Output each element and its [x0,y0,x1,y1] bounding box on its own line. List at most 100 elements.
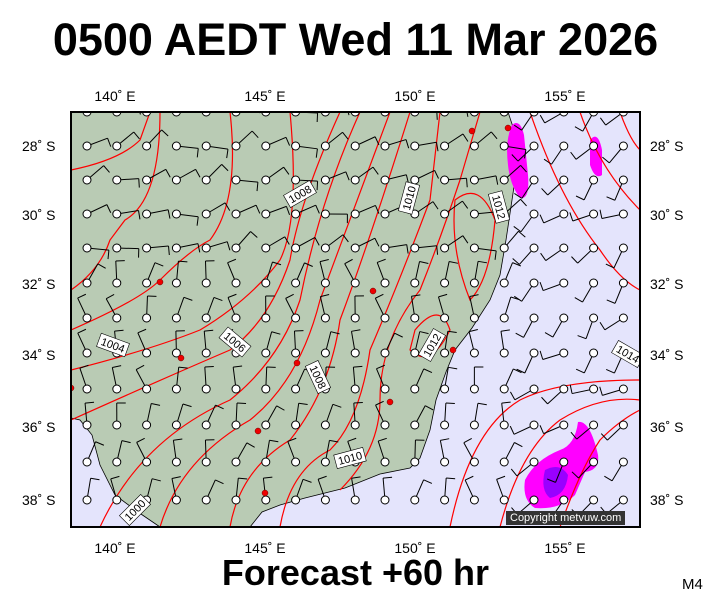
wind-barb [171,260,188,288]
wind-barb [231,442,255,467]
wind-barb [111,365,122,394]
wind-barb [499,401,511,430]
lat-tick-left: 30˚ S [22,207,56,223]
lon-tick-top: 145˚ E [244,88,286,104]
wind-barb [261,166,290,185]
wind-barb [539,420,569,435]
wind-barb [499,230,526,253]
wind-barb [291,478,312,505]
wind-barb [320,403,342,430]
wind-barb [171,243,201,253]
wind-barb [291,237,320,253]
wind-barb [350,295,364,323]
wind-barb [82,441,105,467]
wind-barb [231,231,258,253]
wind-barb [171,330,185,358]
wind-barb [541,384,569,405]
lon-tick-bottom: 150˚ E [394,540,436,556]
wind-barb [440,366,458,394]
wind-barb [543,141,569,165]
wind-barb [514,175,539,199]
wind-barb [602,141,628,164]
isobar-line [579,112,640,211]
wind-barb [261,405,285,430]
map-title: 0500 AEDT Wed 11 Mar 2026 [52,14,659,65]
wind-barb [513,209,539,233]
wind-barb [201,439,215,467]
wind-barb [437,293,450,323]
wind-barb [606,175,628,201]
wind-barb [142,243,170,256]
wind-barb [604,457,628,482]
wind-barb [440,235,469,253]
lon-tick-bottom: 155˚ E [544,540,586,556]
wind-barb [469,294,479,323]
wind-barb [350,237,380,253]
wind-barb [77,293,92,323]
wind-barb [571,243,599,264]
wind-barb [600,420,628,441]
wind-barb [380,243,409,254]
wind-barb [261,236,290,253]
wind-barb [514,278,539,302]
lat-tick-right: 36˚ S [650,419,684,435]
wind-barb [410,243,439,255]
wind-barb [320,209,348,224]
wind-barb [510,457,539,477]
wind-barb [82,137,112,151]
wind-barb [376,258,390,288]
wind-barb [171,438,183,467]
isobar-line [453,192,496,302]
wind-barb [201,296,223,323]
wind-barb [201,365,214,394]
wind-barb [380,332,403,358]
wind-barb [512,243,539,265]
wind-barb [291,402,308,430]
copyright-label: Copyright metvuw.com [506,511,626,525]
wind-barb [201,329,214,358]
wind-barb [231,204,261,219]
wind-barb [231,477,248,505]
wind-barb [231,365,243,394]
wind-barb [511,141,539,162]
wind-barb [599,384,628,396]
wind-barb [261,366,276,394]
wind-barb [516,348,539,374]
wind-barb [201,404,224,430]
wind-barb [231,130,259,151]
wind-barb [110,475,122,505]
wind-barb [375,400,390,430]
lat-tick-left: 38˚ S [22,492,56,508]
wind-barb [499,329,510,358]
wind-barb [606,278,628,304]
wind-barb [509,420,539,435]
wind-barb [350,365,363,394]
wind-barb [575,348,599,374]
wind-barb [410,294,421,323]
city-marker [254,427,262,435]
wind-barb [499,368,522,394]
lon-tick-top: 155˚ E [544,88,586,104]
wind-barb [410,368,433,394]
wind-barb [499,164,527,185]
wind-barb [261,136,291,151]
wind-barb [469,260,488,288]
wind-barbs [71,112,628,519]
wind-barb [136,437,152,467]
city-marker [386,398,394,406]
wind-barb [574,278,599,303]
wind-barb [344,258,360,288]
city-marker [369,287,377,295]
wind-barb [320,331,340,358]
isobar-label: 1010 [333,446,367,470]
wind-barb [112,131,140,151]
wind-barb [496,475,509,505]
wind-barb [320,439,339,467]
model-label: M4 [682,576,703,593]
isobar-line [99,112,361,527]
city-marker [177,354,185,362]
wind-barb [319,294,330,323]
wind-barb [600,495,628,515]
wind-barb [112,175,140,188]
